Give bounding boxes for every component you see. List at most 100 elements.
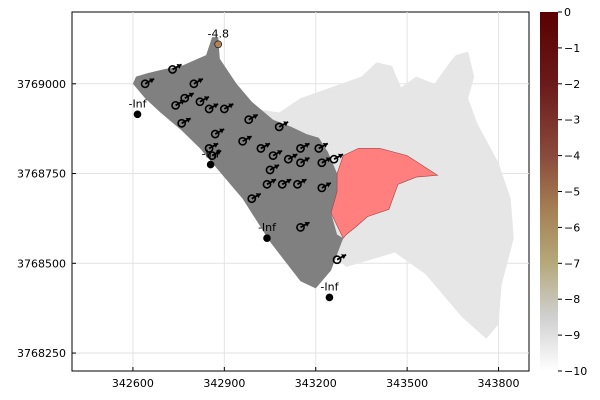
arrow-marker xyxy=(296,221,310,232)
arrow-marker xyxy=(219,103,234,114)
colorbar-tick-label: −3 xyxy=(564,114,580,127)
arrow-head xyxy=(213,142,219,148)
arrow-circle xyxy=(296,144,305,153)
arrow-head xyxy=(203,96,209,102)
arrow-marker xyxy=(317,156,332,168)
colorbar: 0 −1 −2 −3 −4 −5 −6 −7 −8 −9 −10 xyxy=(540,6,587,378)
arrow-head xyxy=(252,114,258,120)
arrow-marker xyxy=(265,164,280,175)
arrow-head xyxy=(292,153,298,159)
arrow-marker xyxy=(189,78,204,89)
colorbar-tick-label: −7 xyxy=(564,257,580,270)
arrow-head xyxy=(185,117,191,123)
arrow-head xyxy=(213,103,219,109)
colorbar-tick-label: 0 xyxy=(564,6,571,19)
arrow-head xyxy=(325,157,331,163)
arrow-circle xyxy=(317,183,327,193)
arrow-circle xyxy=(247,194,257,204)
arrow-head xyxy=(264,142,270,148)
point-label: -Inf xyxy=(202,148,221,161)
arrow-circle xyxy=(332,255,342,265)
arrow-circle xyxy=(274,122,284,132)
plot-area: -Inf-4.8-Inf-Inf-Inf 342600 342900 343200 3… xyxy=(17,11,530,390)
arrow-head xyxy=(219,128,225,134)
arrow-marker xyxy=(210,128,225,139)
arrow-head xyxy=(301,178,307,184)
arrow-circle xyxy=(277,179,287,189)
arrow-circle xyxy=(177,118,187,128)
arrow-circle xyxy=(314,144,324,153)
arrow-marker xyxy=(168,63,182,74)
arrow-circle xyxy=(140,79,150,89)
arrow-marker xyxy=(283,153,298,164)
arrows xyxy=(140,63,347,265)
point-marker xyxy=(214,40,223,49)
arrow-marker xyxy=(262,178,277,189)
arrow-head xyxy=(277,150,283,156)
arrow-marker xyxy=(296,142,310,153)
colorbar-tick-label: −9 xyxy=(564,329,580,342)
arrow-head xyxy=(325,182,331,188)
arrow-head xyxy=(216,150,222,156)
arrow-marker xyxy=(293,178,307,189)
arrow-circle xyxy=(296,222,305,232)
arrow-head xyxy=(341,254,347,260)
x-ticks: 342600 342900 343200 343500 343800 xyxy=(112,367,520,390)
colorbar-gradient xyxy=(540,12,558,371)
point-marker xyxy=(325,293,334,302)
arrow-circle xyxy=(238,136,248,146)
arrow-head xyxy=(176,63,182,69)
arrow-circle xyxy=(256,144,266,153)
point-marker xyxy=(133,110,142,119)
point-label: -Inf xyxy=(258,221,277,234)
arrow-head xyxy=(197,78,203,84)
x-tick-label: 343800 xyxy=(478,377,520,390)
arrow-head xyxy=(304,157,310,163)
arrow-marker xyxy=(238,135,253,146)
region-polygon xyxy=(132,37,344,289)
arrow-circle xyxy=(207,151,217,160)
arrow-marker xyxy=(204,142,219,153)
arrow-marker xyxy=(204,103,219,114)
colorbar-tick-label: −1 xyxy=(564,42,580,55)
y-tick-label: 3768750 xyxy=(17,168,66,181)
arrow-marker xyxy=(268,149,283,160)
arrow-circle xyxy=(283,154,293,164)
colorbar-tick-label: −8 xyxy=(564,293,580,306)
arrow-circle xyxy=(329,154,339,164)
arrow-head xyxy=(304,142,310,148)
region-polygon xyxy=(330,148,439,239)
colorbar-ticks: 0 −1 −2 −3 −4 −5 −6 −7 −8 −9 −10 xyxy=(558,6,587,378)
colorbar-tick-label: −10 xyxy=(564,365,587,378)
arrow-circle xyxy=(244,115,254,125)
arrow-marker xyxy=(195,95,210,107)
point-marker xyxy=(206,160,215,169)
arrow-circle xyxy=(265,165,275,175)
arrow-circle xyxy=(204,144,214,153)
arrow-circle xyxy=(262,179,272,189)
point-label: -4.8 xyxy=(208,27,229,40)
y-tick-label: 3768250 xyxy=(17,347,66,360)
arrow-head xyxy=(255,193,261,199)
colorbar-tick-label: −2 xyxy=(564,78,580,91)
arrow-circle xyxy=(195,97,205,107)
arrow-marker xyxy=(332,253,347,265)
arrow-marker xyxy=(244,113,259,125)
point-marker xyxy=(263,234,271,242)
arrow-head xyxy=(283,121,289,127)
colorbar-tick-label: −4 xyxy=(564,150,580,163)
arrow-head xyxy=(188,92,194,98)
y-ticks: 3768250 3768500 3768750 3769000 xyxy=(17,78,76,360)
arrow-circle xyxy=(296,158,305,168)
arrow-head xyxy=(271,178,276,184)
arrow-circle xyxy=(293,179,302,189)
arrow-head xyxy=(228,103,234,109)
point-label: -Inf xyxy=(128,97,147,110)
arrow-marker xyxy=(314,142,329,153)
arrow-marker xyxy=(256,142,271,153)
arrow-head xyxy=(338,153,344,159)
x-tick-label: 343200 xyxy=(295,377,337,390)
arrow-head xyxy=(149,78,155,84)
arrow-circle xyxy=(168,65,177,74)
